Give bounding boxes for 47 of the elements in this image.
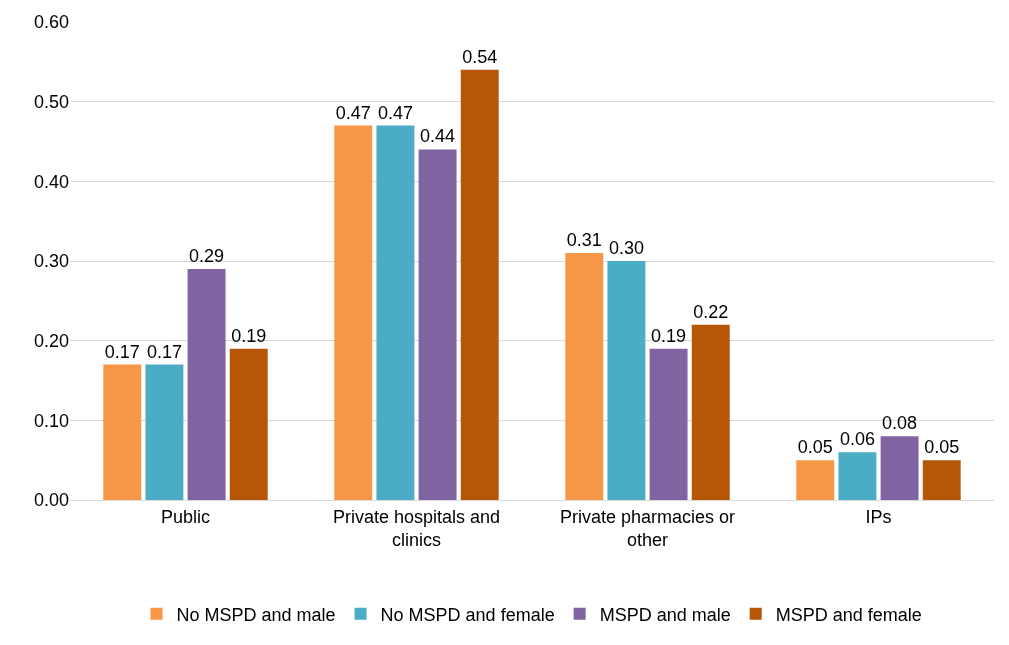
legend-label: No MSPD and female	[380, 604, 555, 625]
bar	[922, 460, 961, 500]
bar	[334, 125, 373, 500]
bar	[418, 149, 457, 500]
y-tick-label: 0.40	[33, 171, 69, 192]
x-tick-label: Public	[160, 506, 211, 527]
data-label: 0.47	[377, 102, 413, 123]
data-label: 0.29	[189, 245, 225, 266]
bar	[103, 364, 142, 500]
data-label: 0.19	[651, 325, 687, 346]
legend-label: MSPD and female	[775, 604, 922, 625]
y-tick-label: 0.10	[33, 410, 69, 431]
x-tick-label: Private hospitals and clinics	[332, 506, 501, 550]
legend-label: MSPD and male	[599, 604, 731, 625]
bar	[691, 324, 730, 500]
bar	[607, 261, 646, 500]
bar	[145, 364, 184, 500]
bar	[565, 253, 604, 500]
data-label: 0.05	[797, 437, 833, 458]
data-label: 0.44	[420, 126, 456, 147]
y-tick-label: 0.30	[33, 251, 69, 272]
legend-label: No MSPD and male	[176, 604, 336, 625]
bar	[187, 268, 226, 500]
y-tick-label: 0.50	[33, 91, 69, 112]
data-label: 0.31	[566, 230, 602, 251]
bar	[880, 436, 919, 500]
data-label: 0.06	[839, 429, 875, 450]
data-label: 0.08	[882, 413, 918, 434]
data-label: 0.05	[924, 437, 960, 458]
data-label: 0.17	[104, 341, 140, 362]
y-tick-label: 0.60	[33, 12, 69, 33]
data-label: 0.17	[146, 341, 182, 362]
bar	[460, 69, 499, 500]
data-label: 0.22	[693, 301, 729, 322]
y-tick-label: 0.20	[33, 330, 69, 351]
bar	[838, 452, 877, 500]
x-tick-label: Private pharmacies or other	[559, 506, 736, 550]
data-label: 0.54	[462, 46, 498, 67]
data-label: 0.47	[335, 102, 371, 123]
bar	[229, 348, 268, 500]
bar	[376, 125, 415, 500]
y-tick-label: 0.00	[33, 490, 69, 511]
bar	[796, 460, 835, 500]
data-label: 0.19	[231, 325, 267, 346]
data-label: 0.30	[608, 238, 644, 258]
x-tick-label: IPs	[865, 506, 892, 527]
bar	[649, 348, 688, 500]
